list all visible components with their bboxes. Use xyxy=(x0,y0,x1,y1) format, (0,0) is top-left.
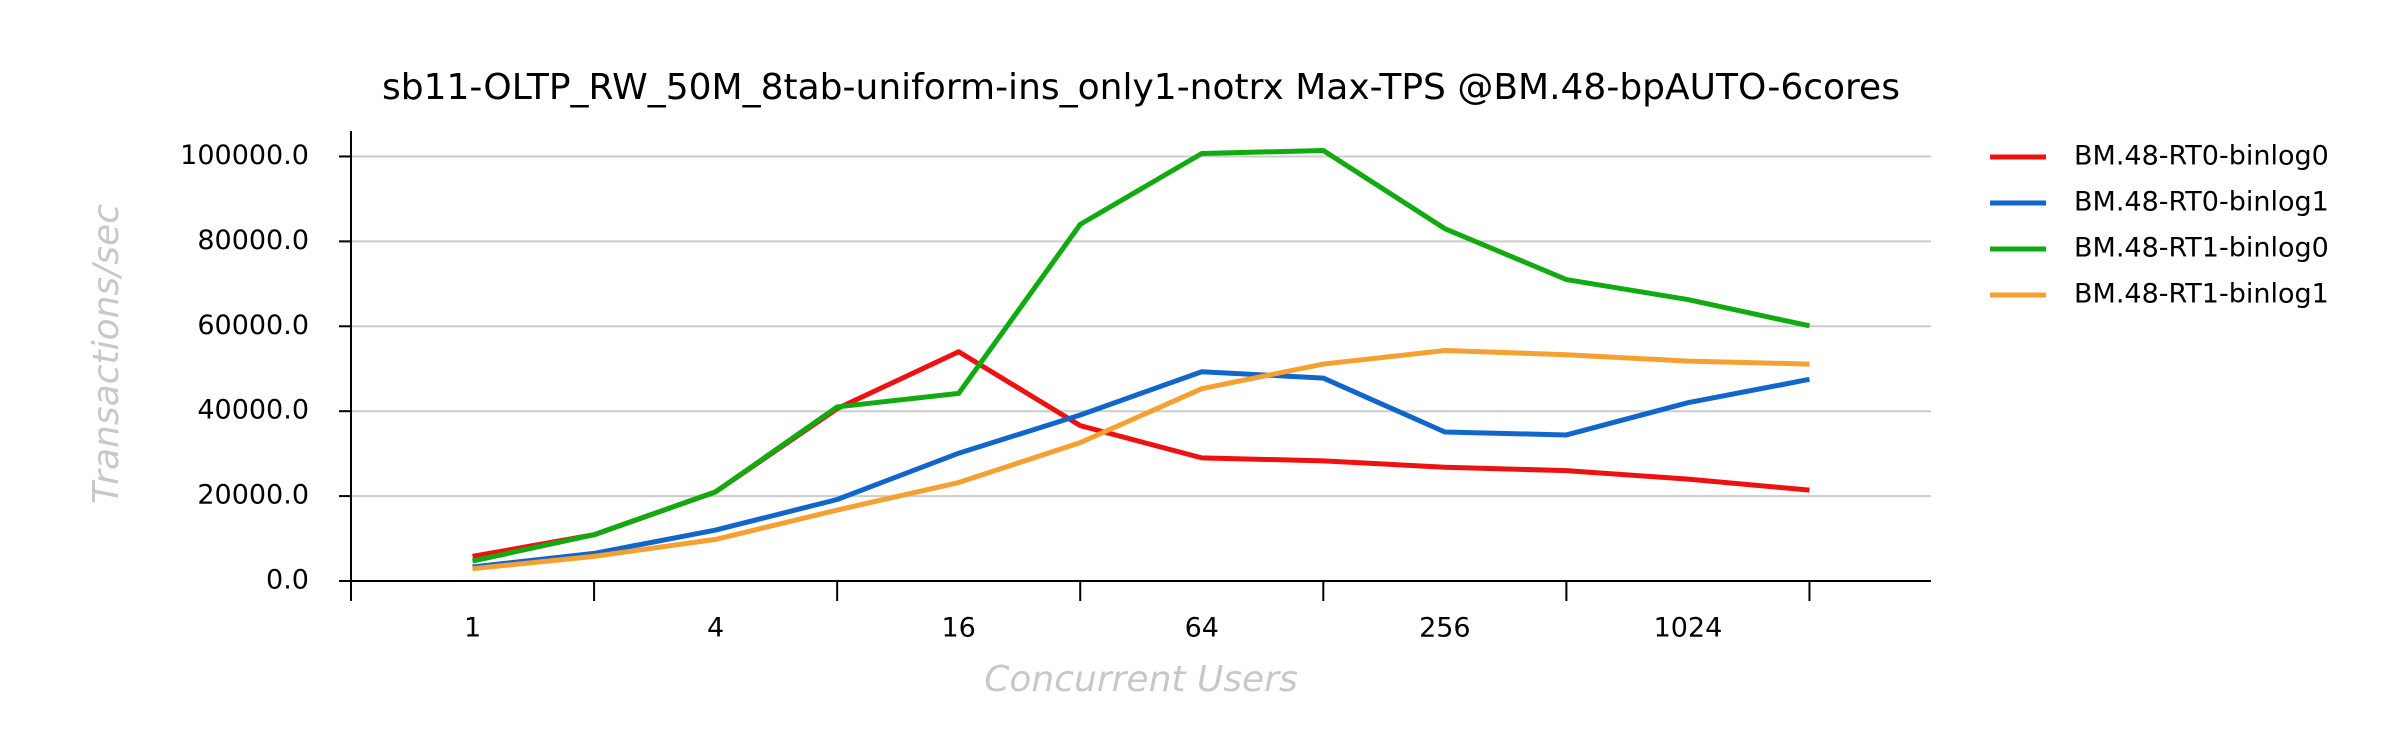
legend-label: BM.48-RT1-binlog0 xyxy=(2074,233,2329,264)
x-tick-label: 256 xyxy=(1419,613,1471,644)
series-line xyxy=(472,349,1810,559)
legend-label: BM.48-RT0-binlog1 xyxy=(2074,187,2329,218)
series-line xyxy=(472,369,1810,570)
y-tick-label: 80000.0 xyxy=(197,225,309,256)
y-axis-title: Transactions/sec xyxy=(86,204,127,504)
x-tick-label: 4 xyxy=(707,613,724,644)
series-line xyxy=(472,148,1810,564)
series-line xyxy=(472,347,1810,572)
y-tick-label: 60000.0 xyxy=(197,310,309,341)
x-tick-label: 64 xyxy=(1185,613,1219,644)
y-tick-label: 100000.0 xyxy=(180,140,309,171)
y-tick-label: 20000.0 xyxy=(197,480,309,511)
y-tick-label: 0.0 xyxy=(266,565,309,596)
x-tick-label: 1 xyxy=(464,613,481,644)
legend-label: BM.48-RT0-binlog0 xyxy=(2074,141,2329,172)
x-axis-title: Concurrent Users xyxy=(984,659,1298,700)
y-tick-label: 40000.0 xyxy=(197,395,309,426)
x-tick-label: 1024 xyxy=(1654,613,1723,644)
x-tick-label: 16 xyxy=(942,613,976,644)
chart-title: sb11-OLTP_RW_50M_8tab-uniform-ins_only1-… xyxy=(382,67,1900,108)
legend-label: BM.48-RT1-binlog1 xyxy=(2074,279,2329,310)
